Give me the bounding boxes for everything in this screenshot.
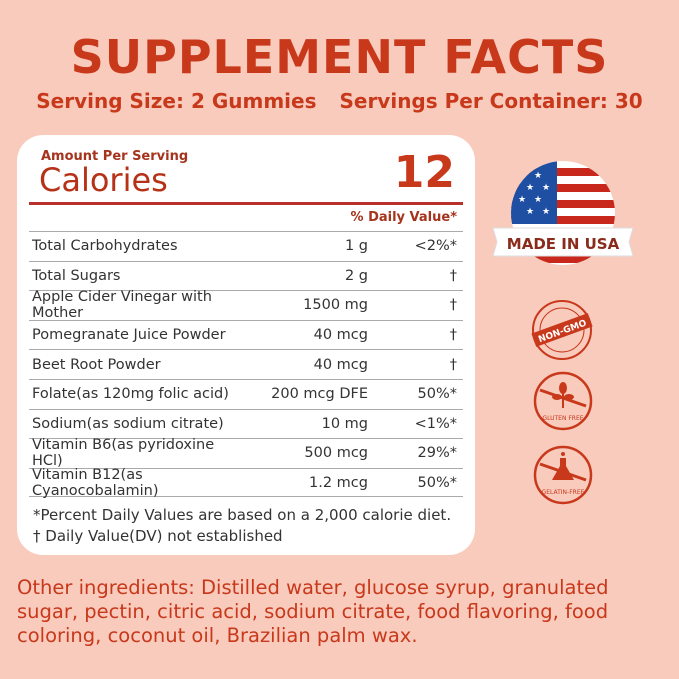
- serving-size: Serving Size: 2 Gummies: [36, 89, 317, 113]
- svg-text:GELATIN-FREE: GELATIN-FREE: [542, 489, 585, 496]
- svg-text:★: ★: [518, 195, 526, 205]
- svg-text:★: ★: [534, 171, 542, 181]
- nutrient-dv: <1%*: [414, 415, 457, 432]
- table-row: Pomegranate Juice Powder 40 mcg †: [29, 319, 463, 350]
- svg-text:★: ★: [542, 207, 550, 217]
- nutrient-amount: 40 mcg: [313, 327, 368, 344]
- gelatin-free-badge: GELATIN-FREE: [533, 445, 593, 505]
- nutrient-name: Pomegranate Juice Powder: [32, 327, 226, 344]
- supplement-facts-panel: Amount Per Serving Calories 12 % Daily V…: [17, 135, 475, 555]
- daily-value-header: % Daily Value*: [350, 210, 457, 225]
- svg-text:★: ★: [542, 183, 550, 193]
- nutrient-dv: †: [449, 356, 457, 373]
- nutrient-dv: †: [449, 327, 457, 344]
- table-row: Vitamin B6(as pyridoxine HCl) 500 mcg 29%*: [29, 437, 463, 470]
- svg-text:MADE IN USA: MADE IN USA: [507, 235, 620, 253]
- facts-table: Total Carbohydrates 1 g <2%* Total Sugars 2 …: [29, 231, 463, 499]
- nutrient-name: Total Carbohydrates: [32, 238, 178, 255]
- nutrient-dv: 50%*: [417, 386, 457, 403]
- nutrient-name: Vitamin B12(as Cyanocobalamin): [32, 466, 159, 499]
- nutrient-name: Total Sugars: [32, 267, 121, 284]
- svg-text:★: ★: [526, 207, 534, 217]
- svg-text:★: ★: [526, 183, 534, 193]
- serving-info: Serving Size: 2 Gummies Servings Per Con…: [0, 89, 679, 113]
- table-row: Total Carbohydrates 1 g <2%*: [29, 231, 463, 261]
- nutrient-amount: 10 mg: [321, 415, 368, 432]
- nutrient-amount: 1 g: [344, 238, 368, 255]
- table-row: Vitamin B12(as Cyanocobalamin) 1.2 mcg 50%…: [29, 466, 463, 499]
- table-row: Apple Cider Vinegar with Mother 1500 mg †: [29, 289, 463, 322]
- calories-label: Calories: [39, 161, 168, 199]
- nutrient-amount: 40 mcg: [313, 356, 368, 373]
- page-title: SUPPLEMENT FACTS: [70, 30, 609, 84]
- nutrient-dv: 50%*: [417, 474, 457, 491]
- nutrient-amount: 500 mcg: [304, 445, 368, 462]
- nutrient-name: Folate(as 120mg folic acid): [32, 386, 229, 403]
- svg-text:★: ★: [534, 195, 542, 205]
- made-in-usa-badge: ★ ★★ ★ ★ ★★ ★ MADE IN USA: [492, 161, 634, 265]
- svg-text:★: ★: [518, 171, 526, 181]
- calories-value: 12: [393, 147, 455, 198]
- footnote-dagger: † Daily Value(DV) not established: [33, 527, 283, 545]
- nutrient-name: Apple Cider Vinegar with Mother: [32, 289, 212, 322]
- nutrient-amount: 2 g: [344, 267, 368, 284]
- other-ingredients: Other ingredients: Distilled water, gluc…: [17, 576, 609, 647]
- nutrient-amount: 1.2 mcg: [309, 474, 368, 491]
- gluten-free-badge: GLUTEN FREE: [533, 371, 593, 431]
- us-flag-icon: ★ ★★ ★ ★ ★★ ★: [511, 161, 615, 265]
- footnote-percent: *Percent Daily Values are based on a 2,0…: [33, 506, 452, 524]
- nutrient-name: Beet Root Powder: [32, 356, 161, 373]
- non-gmo-badge: NON-GMO: [531, 300, 593, 360]
- nutrient-amount: 200 mcg DFE: [271, 386, 368, 403]
- nutrient-name: Sodium(as sodium citrate): [32, 415, 224, 432]
- nutrient-dv: <2%*: [414, 238, 457, 255]
- nutrient-dv: †: [449, 267, 457, 284]
- amount-per-serving: Amount Per Serving: [41, 149, 189, 164]
- table-row: Folate(as 120mg folic acid) 200 mcg DFE 50…: [29, 378, 463, 409]
- nutrient-name: Vitamin B6(as pyridoxine HCl): [32, 437, 215, 470]
- nutrient-amount: 1500 mg: [303, 297, 368, 314]
- table-row: Total Sugars 2 g †: [29, 260, 463, 291]
- nutrient-dv: 29%*: [417, 445, 457, 462]
- svg-text:GLUTEN FREE: GLUTEN FREE: [542, 415, 583, 422]
- nutrient-dv: †: [449, 297, 457, 314]
- table-row: Sodium(as sodium citrate) 10 mg <1%*: [29, 408, 463, 439]
- servings-per-container: Servings Per Container: 30: [339, 89, 643, 113]
- divider: [29, 202, 463, 205]
- table-row: Beet Root Powder 40 mcg †: [29, 349, 463, 379]
